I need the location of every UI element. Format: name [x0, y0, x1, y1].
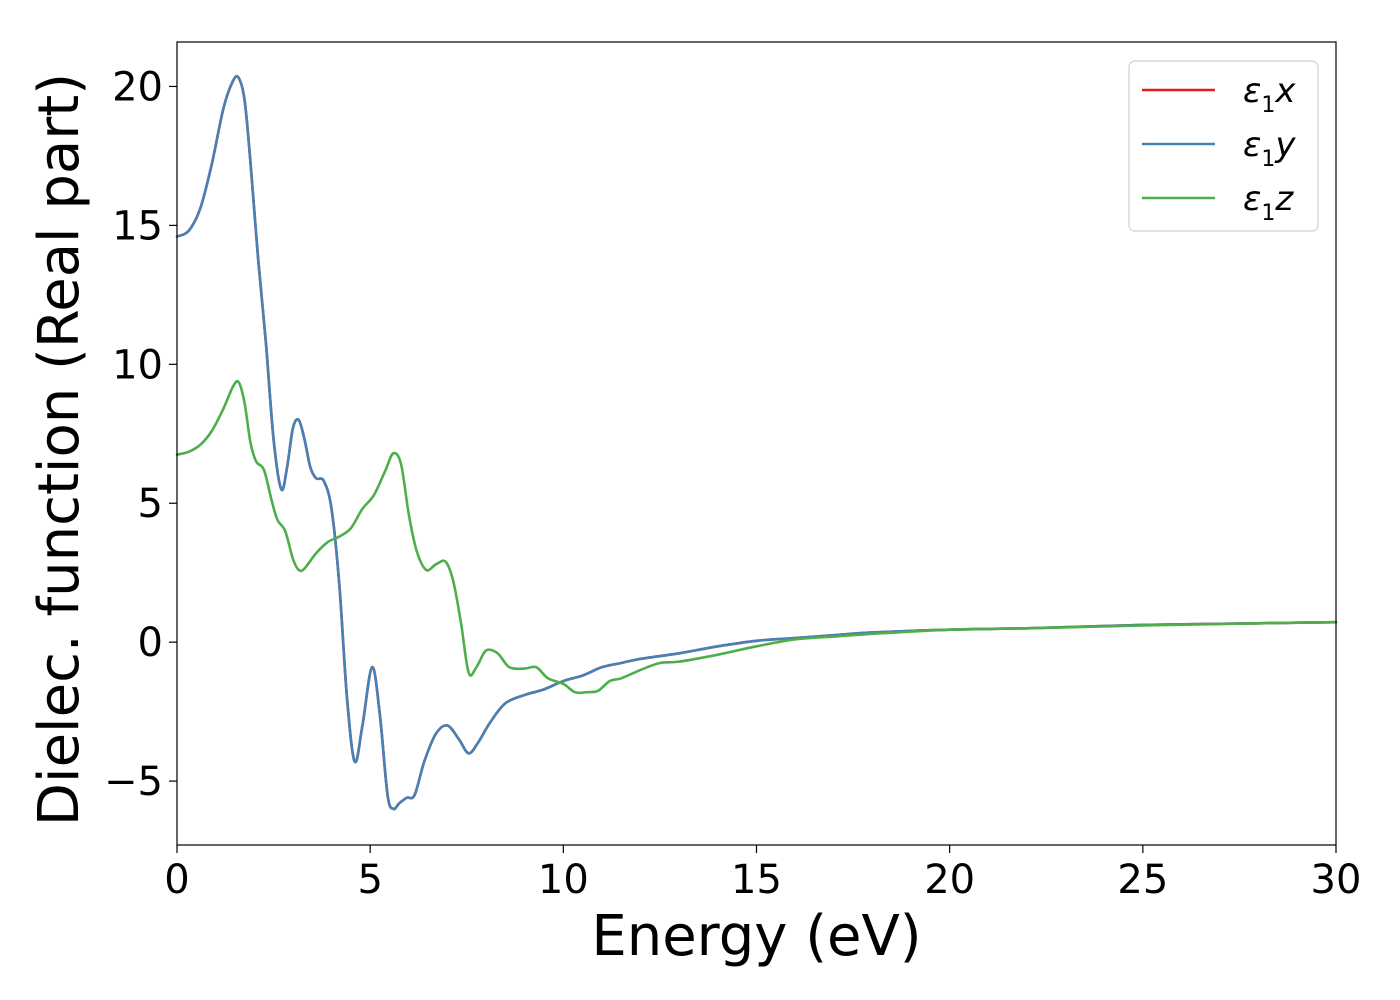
series-layer [175, 74, 1338, 811]
legend-label-z: ε1z [1243, 179, 1294, 226]
y-axis-label: Dielec. function (Real part) [27, 73, 92, 826]
legend-label-subscript: 1 [1261, 147, 1275, 172]
y-tick-label: 10 [112, 342, 163, 388]
legend-label-variable: y [1274, 125, 1296, 165]
legend-label-base: ε [1243, 71, 1261, 111]
legend-label-variable: x [1274, 71, 1296, 111]
x-tick-label: 30 [1311, 857, 1362, 903]
x-axis-ticks: 0 5 10 15 20 25 30 [164, 845, 1361, 903]
series-line-z [175, 379, 1338, 695]
x-tick-label: 20 [924, 857, 975, 903]
legend-label-x: ε1x [1243, 71, 1296, 118]
legend-label-y: ε1y [1243, 125, 1296, 172]
y-tick-label: 15 [112, 203, 163, 249]
x-tick-label: 25 [1117, 857, 1168, 903]
series-line-y [175, 74, 1338, 811]
y-tick-label: 0 [138, 620, 163, 666]
x-tick-label: 10 [538, 857, 589, 903]
y-axis-ticks: −5 0 5 10 15 20 [104, 64, 177, 805]
legend-box [1128, 60, 1319, 232]
legend-label-subscript: 1 [1261, 93, 1275, 118]
x-tick-label: 0 [164, 857, 189, 903]
legend-label-subscript: 1 [1261, 201, 1275, 226]
y-tick-label: −5 [104, 759, 163, 805]
y-tick-label: 5 [138, 481, 163, 527]
legend-label-base: ε [1243, 125, 1261, 165]
legend-label-base: ε [1243, 179, 1261, 219]
x-tick-label: 15 [731, 857, 782, 903]
y-tick-label: 20 [112, 64, 163, 110]
legend-label-variable: z [1274, 179, 1294, 219]
x-tick-label: 5 [357, 857, 382, 903]
x-axis-label: Energy (eV) [591, 904, 921, 969]
